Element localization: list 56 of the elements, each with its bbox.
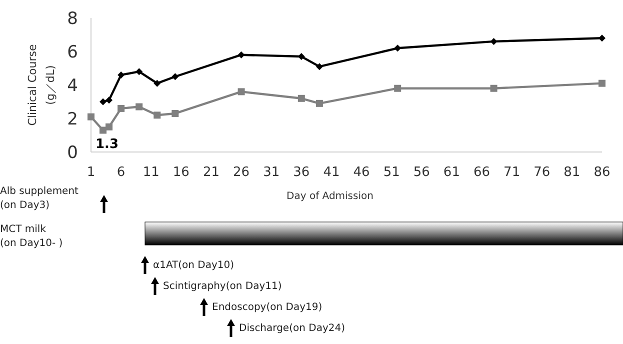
- point: [106, 96, 113, 104]
- point: [172, 110, 179, 117]
- y-axis-title: Clinical Course (g／dL): [26, 44, 57, 126]
- text: α1AT(on Day10): [153, 260, 234, 271]
- x-tick-label: 76: [534, 165, 550, 180]
- y-tick-label: 8: [67, 9, 78, 29]
- point: [490, 84, 498, 92]
- point: [394, 44, 402, 52]
- x-tick-label: 71: [504, 165, 520, 180]
- point: [394, 84, 402, 92]
- x-tick-label: 26: [233, 165, 250, 180]
- point: [238, 88, 245, 96]
- x-tick-label: 11: [142, 165, 160, 180]
- point: [100, 126, 107, 134]
- x-tick-label: 16: [172, 165, 190, 180]
- point: [118, 71, 125, 78]
- point: [106, 123, 113, 130]
- point: [154, 112, 161, 119]
- point: [154, 80, 161, 87]
- x-tick-label: 66: [473, 165, 490, 180]
- y-tick-label: 6: [67, 42, 78, 62]
- point: [598, 34, 606, 42]
- y-tick-label: 0: [67, 143, 78, 163]
- x-tick-label: 61: [443, 165, 460, 180]
- text: Endoscopy(on Day19): [212, 302, 322, 313]
- x-tick-label: 41: [323, 165, 340, 180]
- point: [298, 94, 305, 102]
- y-tick-label: 4: [67, 76, 78, 96]
- text: Scintigraphy(on Day11): [163, 281, 282, 292]
- x-tick-label: 31: [263, 165, 280, 180]
- point: [136, 103, 143, 110]
- point: [118, 104, 125, 112]
- text: Alb supplement (on Day3): [0, 186, 79, 211]
- point: [136, 68, 143, 76]
- x-tick-label: 6: [116, 165, 126, 180]
- x-tick-label: 21: [202, 165, 220, 180]
- point: [172, 73, 179, 80]
- x-tick-label: 51: [383, 165, 400, 180]
- point: [100, 98, 107, 106]
- point: [316, 63, 323, 70]
- x-tick-label: 1: [86, 165, 96, 180]
- x-tick-label: 36: [293, 165, 310, 180]
- point: [88, 113, 94, 120]
- point: [238, 51, 245, 58]
- data-label: 1.3: [96, 137, 119, 152]
- x-tick-label: 86: [594, 165, 610, 180]
- y-tick-label: 2: [67, 110, 78, 130]
- x-axis-title: Day of Admission: [286, 191, 374, 202]
- text: MCT milk (on Day10‐ ): [0, 224, 63, 249]
- point: [490, 38, 498, 45]
- point: [316, 100, 323, 107]
- x-tick-label: 46: [353, 165, 370, 180]
- x-tick-label: 81: [564, 165, 580, 180]
- x-tick-label: 56: [413, 165, 430, 180]
- point: [598, 80, 606, 87]
- text: Discharge(on Day24): [239, 323, 346, 334]
